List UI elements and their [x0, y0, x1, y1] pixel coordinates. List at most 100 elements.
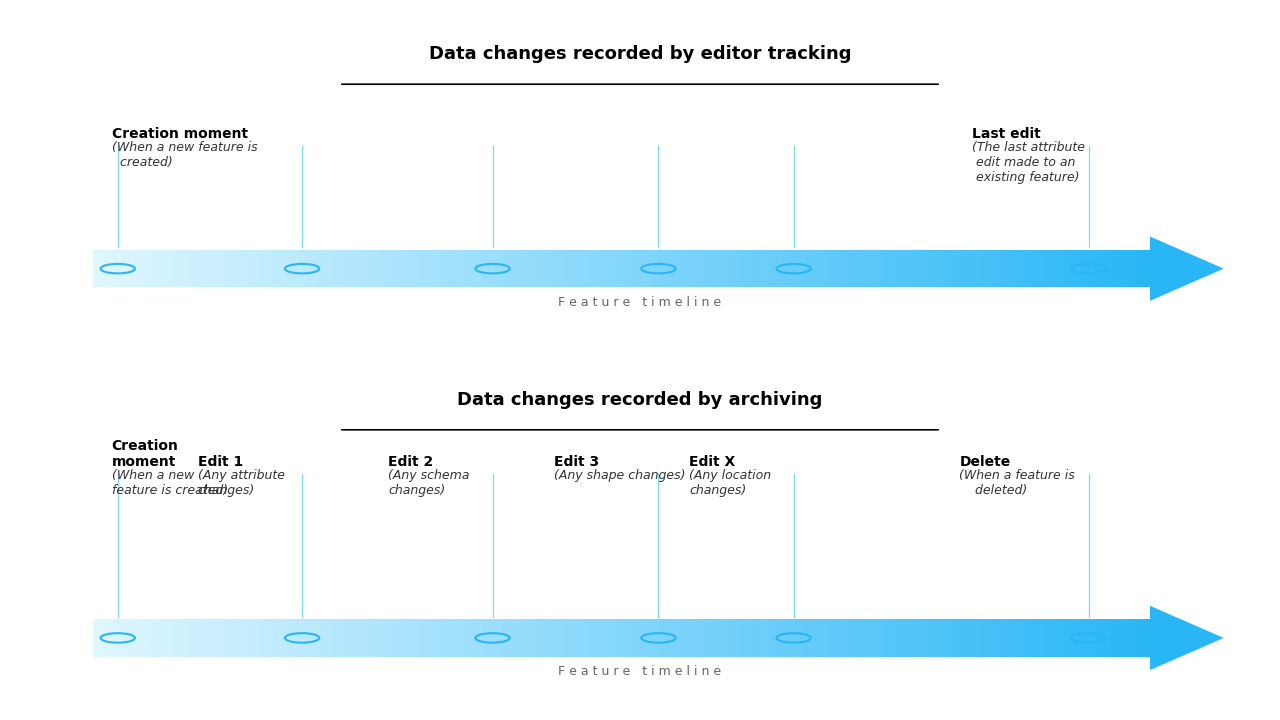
Bar [868, 250, 872, 287]
Bar [826, 619, 829, 657]
Bar [1101, 250, 1105, 287]
Bar [980, 619, 984, 657]
Bar [992, 250, 995, 287]
Bar [399, 619, 403, 657]
Bar [586, 619, 590, 657]
Bar [1129, 250, 1133, 287]
Bar [540, 250, 544, 287]
Bar [241, 250, 244, 287]
Bar [1105, 250, 1107, 287]
Bar [1076, 619, 1079, 657]
Bar [984, 619, 988, 657]
Bar [741, 250, 745, 287]
Bar [283, 250, 287, 287]
Bar [936, 250, 938, 287]
Bar [367, 619, 371, 657]
Bar [333, 619, 337, 657]
Bar [481, 619, 484, 657]
Bar [797, 250, 801, 287]
Bar [1062, 250, 1065, 287]
Bar [142, 619, 146, 657]
Bar [410, 250, 413, 287]
Bar [323, 619, 325, 657]
Bar [1023, 250, 1027, 287]
Bar [301, 250, 305, 287]
Bar [858, 619, 861, 657]
Bar [287, 250, 291, 287]
Bar [164, 250, 168, 287]
Bar [198, 619, 202, 657]
Bar [904, 250, 908, 287]
Bar [653, 250, 657, 287]
Bar [980, 250, 984, 287]
Bar [315, 250, 319, 287]
Bar [896, 250, 900, 287]
Bar [421, 619, 424, 657]
Bar [311, 250, 315, 287]
Bar [717, 250, 721, 287]
Bar [375, 619, 379, 657]
Bar [413, 619, 417, 657]
Bar [850, 250, 854, 287]
Bar [1101, 619, 1105, 657]
Bar [614, 250, 618, 287]
Bar [864, 619, 868, 657]
Bar [410, 619, 413, 657]
Bar [727, 250, 731, 287]
Bar [717, 619, 721, 657]
Bar [678, 250, 681, 287]
Bar [114, 250, 118, 287]
Bar [643, 250, 646, 287]
Bar [428, 619, 431, 657]
Bar [1083, 619, 1087, 657]
Bar [566, 619, 568, 657]
Bar [220, 250, 224, 287]
Bar [956, 250, 960, 287]
Bar [558, 619, 562, 657]
Bar [1097, 250, 1101, 287]
Bar [854, 250, 858, 287]
Bar [910, 250, 914, 287]
Bar [562, 619, 566, 657]
Bar [988, 250, 992, 287]
Text: F e a t u r e   t i m e l i n e: F e a t u r e t i m e l i n e [558, 665, 722, 678]
Text: (Any attribute
changes): (Any attribute changes) [197, 469, 284, 498]
Bar [576, 250, 580, 287]
Bar [516, 250, 520, 287]
Bar [751, 619, 755, 657]
Bar [847, 619, 850, 657]
Bar [319, 250, 323, 287]
Bar [1044, 250, 1048, 287]
Bar [723, 619, 727, 657]
Bar [737, 250, 741, 287]
Bar [212, 619, 216, 657]
Bar [950, 250, 952, 287]
Bar [721, 619, 723, 657]
Bar [104, 619, 108, 657]
Bar [100, 250, 104, 287]
Bar [438, 250, 442, 287]
Bar [269, 250, 273, 287]
Bar [1125, 619, 1129, 657]
Bar [283, 619, 287, 657]
Bar [174, 250, 178, 287]
Bar [964, 619, 966, 657]
Bar [445, 250, 449, 287]
Bar [178, 250, 182, 287]
Bar [878, 250, 882, 287]
Bar [216, 250, 220, 287]
Bar [142, 250, 146, 287]
Bar [689, 619, 692, 657]
Bar [1107, 250, 1111, 287]
Bar [632, 619, 636, 657]
Bar [554, 250, 558, 287]
Bar [291, 619, 294, 657]
Bar [128, 250, 132, 287]
Bar [365, 250, 367, 287]
Bar [428, 250, 431, 287]
Bar [385, 619, 389, 657]
Bar [280, 250, 283, 287]
Bar [1002, 250, 1006, 287]
Bar [156, 619, 160, 657]
Bar [164, 619, 168, 657]
